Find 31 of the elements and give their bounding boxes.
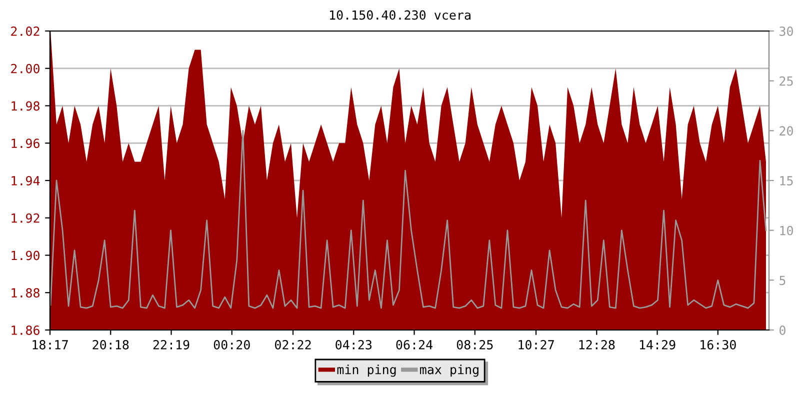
x-tick-label: 06:24	[396, 340, 432, 350]
y-tick-label: 1.92	[12, 213, 40, 223]
y-tick-label: 2.00	[11, 64, 40, 74]
y-tick-label: 1.86	[12, 326, 40, 335]
legend-label: max ping	[420, 364, 478, 377]
legend-label: min ping	[337, 364, 396, 377]
y2-tick-label: 30	[780, 26, 793, 36]
y-tick-label: 1.96	[12, 138, 40, 148]
x-tick-label: 10:27	[518, 340, 554, 350]
x-tick-label: 04:23	[336, 340, 372, 350]
y2-tick-label: 20	[780, 126, 793, 136]
y-tick-label: 1.90	[12, 250, 40, 260]
y-tick-label: 1.88	[12, 288, 40, 298]
x-tick-label: 18:17	[32, 340, 68, 350]
x-tick-label: 16:30	[700, 340, 736, 350]
x-tick-label: 00:20	[214, 340, 250, 350]
chart-title: 10.150.40.230 vcera	[330, 10, 470, 20]
x-tick-label: 08:25	[456, 340, 493, 350]
y2-tick-label: 25	[780, 76, 793, 86]
y2-tick-label: 15	[780, 176, 793, 186]
x-tick-label: 20:18	[92, 340, 129, 350]
y2-tick-label: 5	[780, 276, 786, 286]
x-tick-label: 12:28	[579, 340, 615, 350]
x-tick-label: 14:29	[640, 340, 676, 350]
y2-tick-label: 0	[780, 326, 786, 335]
y-tick-label: 2.02	[11, 26, 40, 36]
y2-tick-label: 10	[780, 226, 793, 236]
y-tick-label: 1.94	[12, 176, 40, 186]
y-tick-label: 1.98	[12, 101, 40, 111]
x-tick-label: 02:22	[275, 340, 311, 350]
x-tick-label: 22:19	[153, 340, 190, 350]
